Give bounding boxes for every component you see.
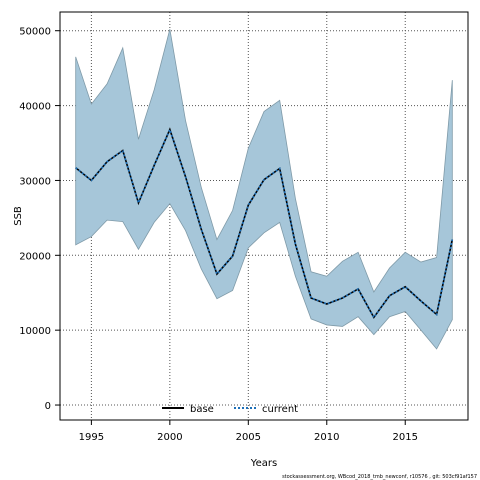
y-tick-label: 0 xyxy=(45,401,51,412)
legend-label-base: base xyxy=(190,404,214,415)
y-tick-label: 40000 xyxy=(19,102,51,113)
x-tick-label: 2000 xyxy=(157,432,182,443)
x-axis-title: Years xyxy=(250,458,277,469)
x-tick-label: 2010 xyxy=(314,432,339,443)
confidence-band xyxy=(75,29,453,350)
y-tick-label: 20000 xyxy=(19,251,51,262)
x-tick-label: 2015 xyxy=(393,432,418,443)
x-axis: 1995 2000 2005 2010 2015 xyxy=(79,420,418,443)
y-axis: 0 10000 20000 30000 40000 50000 xyxy=(19,27,60,412)
plot-frame xyxy=(59,11,469,421)
x-tick-label: 1995 xyxy=(79,432,104,443)
footer-text: stockassessment.org, WBcod_2018_tmb_newc… xyxy=(282,474,477,480)
x-tick-label: 2005 xyxy=(236,432,261,443)
series-group xyxy=(75,127,454,319)
series-line-current xyxy=(75,127,454,319)
y-tick-label: 30000 xyxy=(19,176,51,187)
y-tick-label: 50000 xyxy=(19,27,51,38)
y-axis-title: SSB xyxy=(13,206,24,226)
legend: base current xyxy=(162,404,298,415)
legend-label-current: current xyxy=(262,404,298,415)
confidence-band-group xyxy=(75,29,453,350)
y-tick-label: 10000 xyxy=(19,326,51,337)
